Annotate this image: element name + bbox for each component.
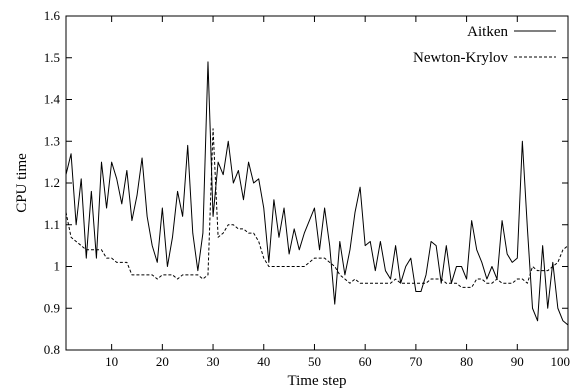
- y-tick-label: 0.9: [44, 300, 60, 315]
- x-tick-label: 80: [460, 354, 473, 369]
- y-axis-label: CPU time: [14, 153, 30, 213]
- y-tick-label: 1.5: [44, 50, 60, 65]
- legend: Aitken Newton-Krylov: [413, 24, 556, 66]
- x-tick-label: 30: [207, 354, 220, 369]
- x-tick-label: 20: [156, 354, 169, 369]
- plot-frame: [65, 15, 569, 351]
- legend-label: Newton-Krylov: [413, 50, 508, 66]
- y-tick-label: 1.2: [44, 175, 60, 190]
- y-axis: 0.8 0.9 1 1.1 1.2 1.3 1.4 1.5 1.6: [44, 8, 568, 357]
- x-tick-label: 40: [257, 354, 270, 369]
- x-tick-label: 60: [359, 354, 372, 369]
- legend-label: Aitken: [467, 24, 508, 40]
- series-lines: [65, 61, 569, 326]
- y-tick-label: 0.8: [44, 342, 60, 357]
- x-tick-label: 10: [105, 354, 118, 369]
- y-tick-label: 1.6: [44, 8, 61, 23]
- y-tick-label: 1.3: [44, 133, 60, 148]
- x-tick-label: 90: [511, 354, 524, 369]
- x-tick-label: 70: [409, 354, 422, 369]
- series-line-newton-krylov: [65, 128, 569, 288]
- series-line-aitken: [65, 61, 569, 326]
- x-axis: 10 20 30 40 50 60 70 80 90 100: [105, 16, 570, 369]
- plot-area-border: [65, 15, 569, 351]
- x-tick-label: 100: [551, 354, 571, 369]
- y-tick-label: 1: [54, 259, 61, 274]
- y-tick-label: 1.1: [44, 217, 60, 232]
- x-tick-label: 50: [308, 354, 321, 369]
- x-axis-label: Time step: [287, 373, 346, 389]
- y-tick-label: 1.4: [44, 92, 61, 107]
